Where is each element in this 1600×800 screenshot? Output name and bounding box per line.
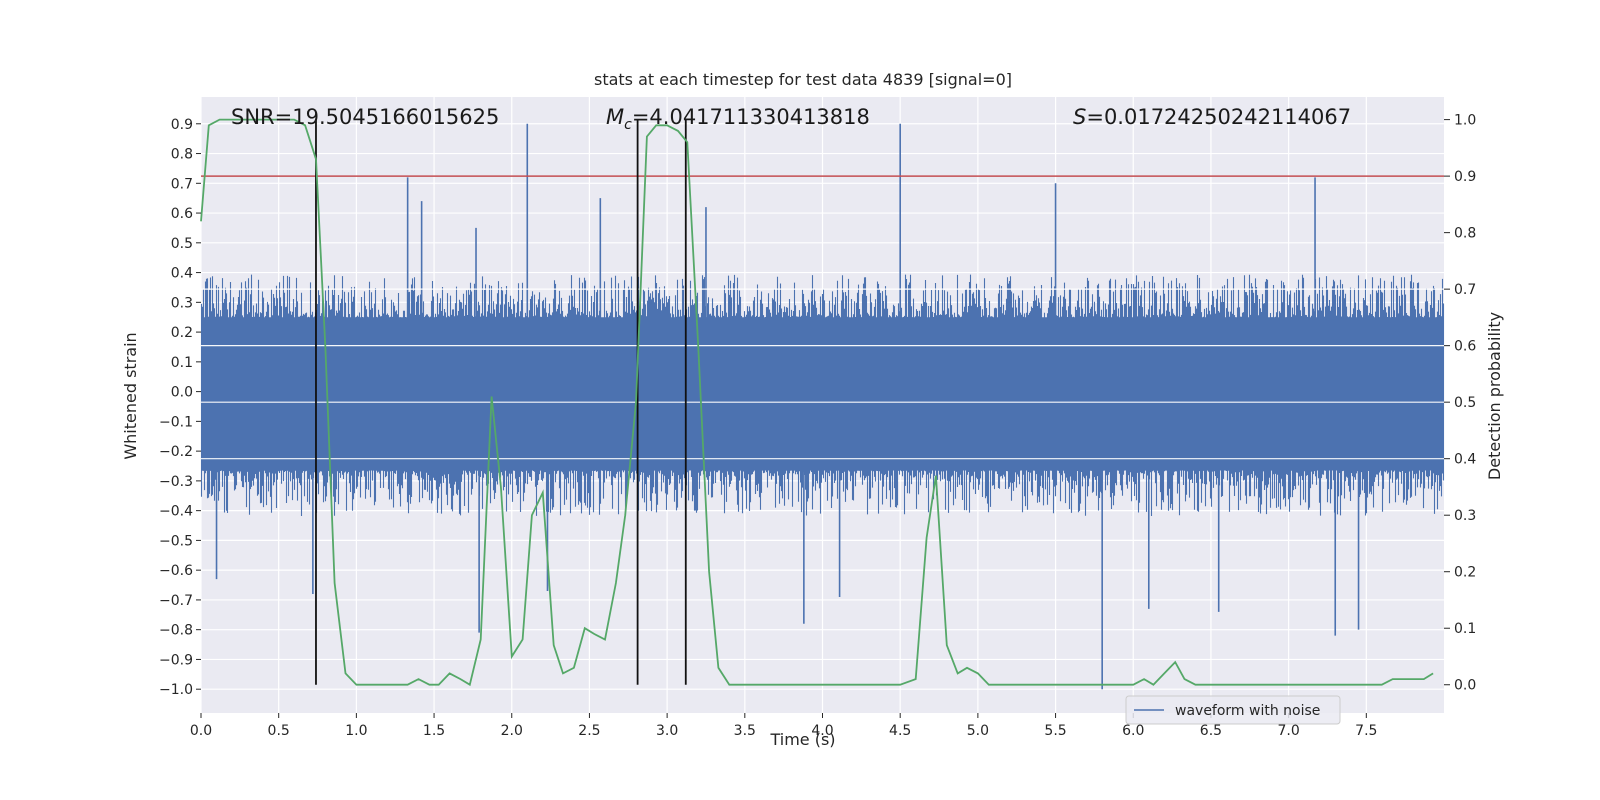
y-left-tick-label: −0.1 — [159, 414, 193, 430]
x-tick-label: 3.0 — [656, 723, 678, 739]
legend-entry: waveform with noise — [1175, 703, 1320, 719]
y-left-tick-label: −0.5 — [159, 533, 193, 549]
y-left-tick-label: 0.2 — [171, 325, 193, 341]
y-left-ticks: 0.9 0.8 0.7 0.6 0.5 0.4 0.3 0.2 0.1 0.0 −0.1 −0.2 −0… — [159, 117, 201, 698]
y-right-tick-label: 0.5 — [1454, 395, 1476, 411]
s-symbol: S — [1073, 105, 1086, 129]
y-right-tick-label: 0.2 — [1454, 565, 1476, 581]
y-right-tick-label: 0.1 — [1454, 621, 1476, 637]
x-tick-label: 2.0 — [501, 723, 523, 739]
y-right-tick-label: 0.3 — [1454, 508, 1476, 524]
y-right-tick-label: 0.8 — [1454, 226, 1476, 242]
y-left-tick-label: 0.3 — [171, 295, 193, 311]
chart-title: stats at each timestep for test data 483… — [594, 70, 1012, 89]
x-tick-label: 0.5 — [268, 723, 290, 739]
y-left-tick-label: 0.0 — [171, 385, 193, 401]
y-right-tick-label: 0.4 — [1454, 452, 1476, 468]
x-tick-label: 6.0 — [1122, 723, 1144, 739]
y-left-tick-label: 0.8 — [171, 147, 193, 163]
y-left-tick-label: 0.9 — [171, 117, 193, 133]
s-value: =0.01724250242114067 — [1086, 105, 1351, 129]
x-tick-label: 7.5 — [1355, 723, 1377, 739]
chirp-mass-annotation: Mc=4.041711330413818 — [606, 105, 870, 133]
x-tick-label: 6.5 — [1200, 723, 1222, 739]
legend: waveform with noise — [1125, 695, 1341, 725]
x-tick-label: 0.0 — [190, 723, 212, 739]
y-left-tick-label: −0.3 — [159, 474, 193, 490]
y-left-tick-label: −0.9 — [159, 652, 193, 668]
x-tick-label: 5.5 — [1044, 723, 1066, 739]
s-annotation: S=0.01724250242114067 — [1073, 105, 1351, 129]
detection-probability-line — [200, 118, 1434, 687]
x-tick-label: 2.5 — [578, 723, 600, 739]
vertical-markers — [315, 119, 687, 685]
x-axis-label: Time (s) — [769, 730, 835, 749]
x-tick-label: 7.0 — [1277, 723, 1299, 739]
x-tick-label: 1.0 — [345, 723, 367, 739]
y-right-ticks: 1.0 0.9 0.8 0.7 0.6 0.5 0.4 0.3 0.2 0.1 0.0 — [1444, 113, 1476, 694]
x-tick-label: 4.0 — [811, 723, 833, 739]
legend-box — [1125, 695, 1341, 725]
y-left-tick-label: 0.1 — [171, 355, 193, 371]
y-right-tick-label: 0.7 — [1454, 282, 1476, 298]
x-tick-label: 1.5 — [423, 723, 445, 739]
y-left-tick-label: 0.6 — [171, 206, 193, 222]
waveform-series — [200, 123, 1445, 690]
y-left-tick-label: −0.4 — [159, 504, 193, 520]
y-right-tick-label: 1.0 — [1454, 113, 1476, 129]
y-left-tick-label: 0.5 — [171, 236, 193, 252]
y-left-tick-label: −1.0 — [159, 682, 193, 698]
x-tick-label: 5.0 — [967, 723, 989, 739]
y-left-tick-label: −0.6 — [159, 563, 193, 579]
y-left-tick-label: 0.7 — [171, 176, 193, 192]
y-right-axis-label: Detection probability — [1485, 312, 1504, 480]
y-right-tick-label: 0.0 — [1454, 678, 1476, 694]
y-right-tick-label: 0.6 — [1454, 339, 1476, 355]
chirp-mass-value: =4.041711330413818 — [632, 105, 870, 129]
y-left-axis-label: Whitened strain — [121, 332, 140, 459]
waveform-noise-band — [200, 274, 1445, 516]
y-left-tick-label: −0.7 — [159, 593, 193, 609]
chirp-mass-subscript: c — [624, 117, 632, 133]
chirp-mass-symbol: M — [606, 105, 624, 129]
y-left-tick-label: −0.2 — [159, 444, 193, 460]
x-tick-label: 3.5 — [734, 723, 756, 739]
x-tick-label: 4.5 — [889, 723, 911, 739]
snr-annotation: SNR=19.5045166015625 — [231, 105, 499, 129]
x-ticks: 0.0 0.5 1.0 1.5 2.0 2.5 3.0 3.5 4.0 4.5 5.0 5.5 6.0 6… — [190, 713, 1377, 739]
y-left-tick-label: −0.8 — [159, 623, 193, 639]
y-left-tick-label: 0.4 — [171, 266, 193, 282]
y-right-tick-label: 0.9 — [1454, 169, 1476, 185]
